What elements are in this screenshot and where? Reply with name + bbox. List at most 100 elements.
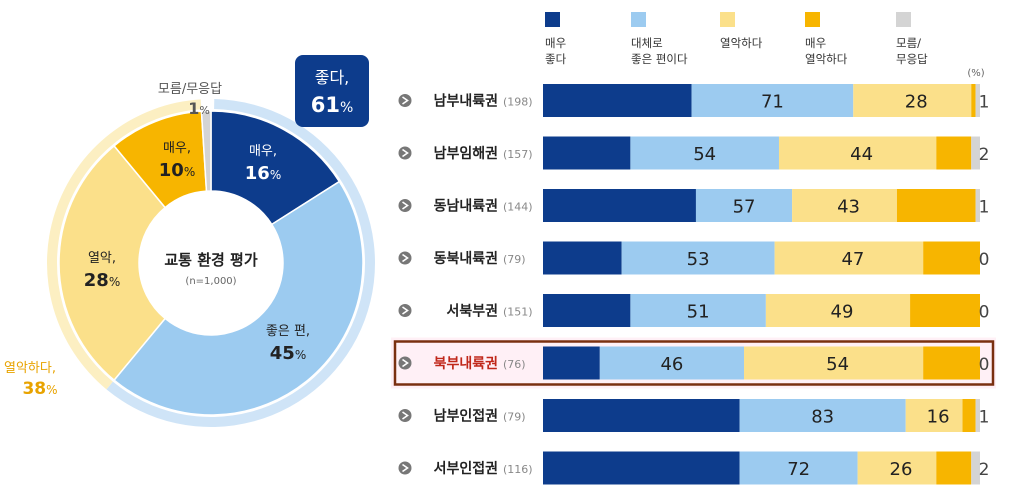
legend-swatch-0 xyxy=(545,12,560,27)
donut-callouts: 좋다, 61% 열악하다, 38% xyxy=(4,55,369,399)
bad-total-label: 54 xyxy=(826,354,849,375)
bar-row-6: 남부인접권 (79) 83 16 1 xyxy=(398,399,990,432)
category-n: (79) xyxy=(503,253,526,266)
good-callout-value: 61% xyxy=(311,93,354,117)
category-label: 북부내륙권 xyxy=(434,356,498,372)
bar-row-7: 서부인접권 (116) 72 26 2 xyxy=(398,451,990,485)
donut-chart: 교통 환경 평가 (n=1,000) 매우, 16% 좋은 편, 45% 열악, 28% 매우,… xyxy=(46,82,375,427)
bar-segment-0 xyxy=(543,399,740,432)
unknown-label: 1 xyxy=(979,408,990,428)
bar-segment-0 xyxy=(543,346,600,380)
bar-segment-1 xyxy=(691,84,854,117)
category-n: (76) xyxy=(503,358,526,371)
pie-slice-4 xyxy=(200,110,212,192)
row-bullet-arrow-icon xyxy=(402,96,409,105)
bad-total-label: 47 xyxy=(841,249,864,270)
unknown-label: 1 xyxy=(979,93,990,113)
row-bullet-icon xyxy=(398,356,412,370)
stacked-bar-chart: 남부내륙권 (198) 71 28 1 남부임해권 (157) 54 44 2 동남내륙권 (144)… xyxy=(391,84,996,485)
slice-value-4: 1% xyxy=(188,99,210,118)
row-bullet-icon xyxy=(398,94,412,107)
row-bullet-arrow-icon xyxy=(402,411,409,420)
slice-label-4: 모름/무응답 xyxy=(158,82,222,97)
legend-label-3-1: 열악하다 xyxy=(805,52,848,66)
category-n: (144) xyxy=(503,201,533,214)
highlight-box xyxy=(393,340,995,386)
row-bullet-icon xyxy=(398,409,412,422)
good-total-label: 57 xyxy=(733,197,756,218)
row-bullet-icon xyxy=(398,304,412,317)
bad-callout-value: 38% xyxy=(22,379,57,399)
bar-segment-1 xyxy=(739,451,858,485)
unknown-label: 2 xyxy=(979,460,990,480)
bad-callout-label: 열악하다, xyxy=(4,361,56,376)
legend-label-1-1: 좋은 편이다 xyxy=(631,52,688,66)
category-label: 남부내륙권 xyxy=(434,93,498,110)
bar-segment-4 xyxy=(971,451,980,485)
category-n: (198) xyxy=(503,96,533,109)
category-label: 동남내륙권 xyxy=(434,198,498,215)
unknown-label: 2 xyxy=(979,145,990,165)
row-bullet-arrow-icon xyxy=(402,463,409,473)
bar-segment-0 xyxy=(543,84,692,117)
row-bullet-arrow-icon xyxy=(402,358,409,368)
bar-row-2: 동남내륙권 (144) 57 43 1 xyxy=(398,189,990,222)
slice-value-2: 28% xyxy=(84,270,120,291)
good-total-label: 51 xyxy=(687,302,710,323)
bar-segment-3 xyxy=(910,294,980,327)
unit-note: (%) xyxy=(967,68,984,79)
good-callout-box xyxy=(295,55,369,127)
bar-segment-1 xyxy=(630,136,779,170)
bar-segment-0 xyxy=(543,294,631,327)
category-n: (157) xyxy=(503,148,533,161)
bar-segment-1 xyxy=(599,346,745,380)
unknown-label: 0 xyxy=(979,250,990,270)
bar-segment-3 xyxy=(962,399,976,432)
slice-label-3: 매우, xyxy=(163,141,191,156)
bar-segment-2 xyxy=(853,84,972,117)
bar-segment-2 xyxy=(857,451,937,485)
good-total-label: 71 xyxy=(761,92,784,113)
unknown-label: 0 xyxy=(979,355,990,375)
bar-segment-2 xyxy=(765,294,911,327)
bad-total-label: 28 xyxy=(905,92,928,113)
bad-total-label: 49 xyxy=(831,302,854,323)
category-label: 서북부권 xyxy=(446,304,498,320)
legend-label-0-0: 매우 xyxy=(545,36,566,50)
row-bullet-arrow-icon xyxy=(402,306,409,315)
slice-value-1: 45% xyxy=(270,343,306,364)
good-total-label: 72 xyxy=(787,459,810,480)
legend-label-4-0: 모름/ xyxy=(896,36,921,50)
bar-segment-3 xyxy=(923,346,980,380)
row-bullet-arrow-icon xyxy=(402,148,409,158)
bar-row-4: 서북부권 (151) 51 49 0 xyxy=(398,294,989,327)
bar-segment-3 xyxy=(936,451,972,485)
bar-row-3: 동북내륙권 (79) 53 47 0 xyxy=(398,241,990,275)
good-total-label: 83 xyxy=(811,407,834,428)
bar-segment-1 xyxy=(739,399,906,432)
bar-segment-1 xyxy=(630,294,766,327)
bar-segment-0 xyxy=(543,136,631,170)
ring-bad xyxy=(46,99,202,390)
bar-row-1: 남부임해권 (157) 54 44 2 xyxy=(398,136,990,170)
bar-segment-4 xyxy=(971,136,980,170)
row-bullet-arrow-icon xyxy=(402,253,409,263)
category-label: 남부인접권 xyxy=(434,408,498,425)
row-bullet-arrow-icon xyxy=(402,201,409,210)
donut-hole xyxy=(140,192,282,334)
bad-total-label: 44 xyxy=(850,144,873,165)
legend-swatch-3 xyxy=(805,12,820,27)
legend-swatch-2 xyxy=(720,12,735,27)
category-n: (79) xyxy=(503,411,526,424)
row-bullet-icon xyxy=(398,461,412,475)
bar-segment-0 xyxy=(543,241,622,275)
bar-segment-3 xyxy=(923,241,980,275)
slice-label-0: 매우, xyxy=(249,144,277,159)
bar-segment-2 xyxy=(792,189,897,222)
row-bullet-icon xyxy=(398,146,412,160)
unknown-label: 1 xyxy=(979,198,990,218)
bad-total-label: 16 xyxy=(927,407,950,428)
bad-total-label: 26 xyxy=(890,459,913,480)
category-label: 남부임해권 xyxy=(434,145,498,162)
